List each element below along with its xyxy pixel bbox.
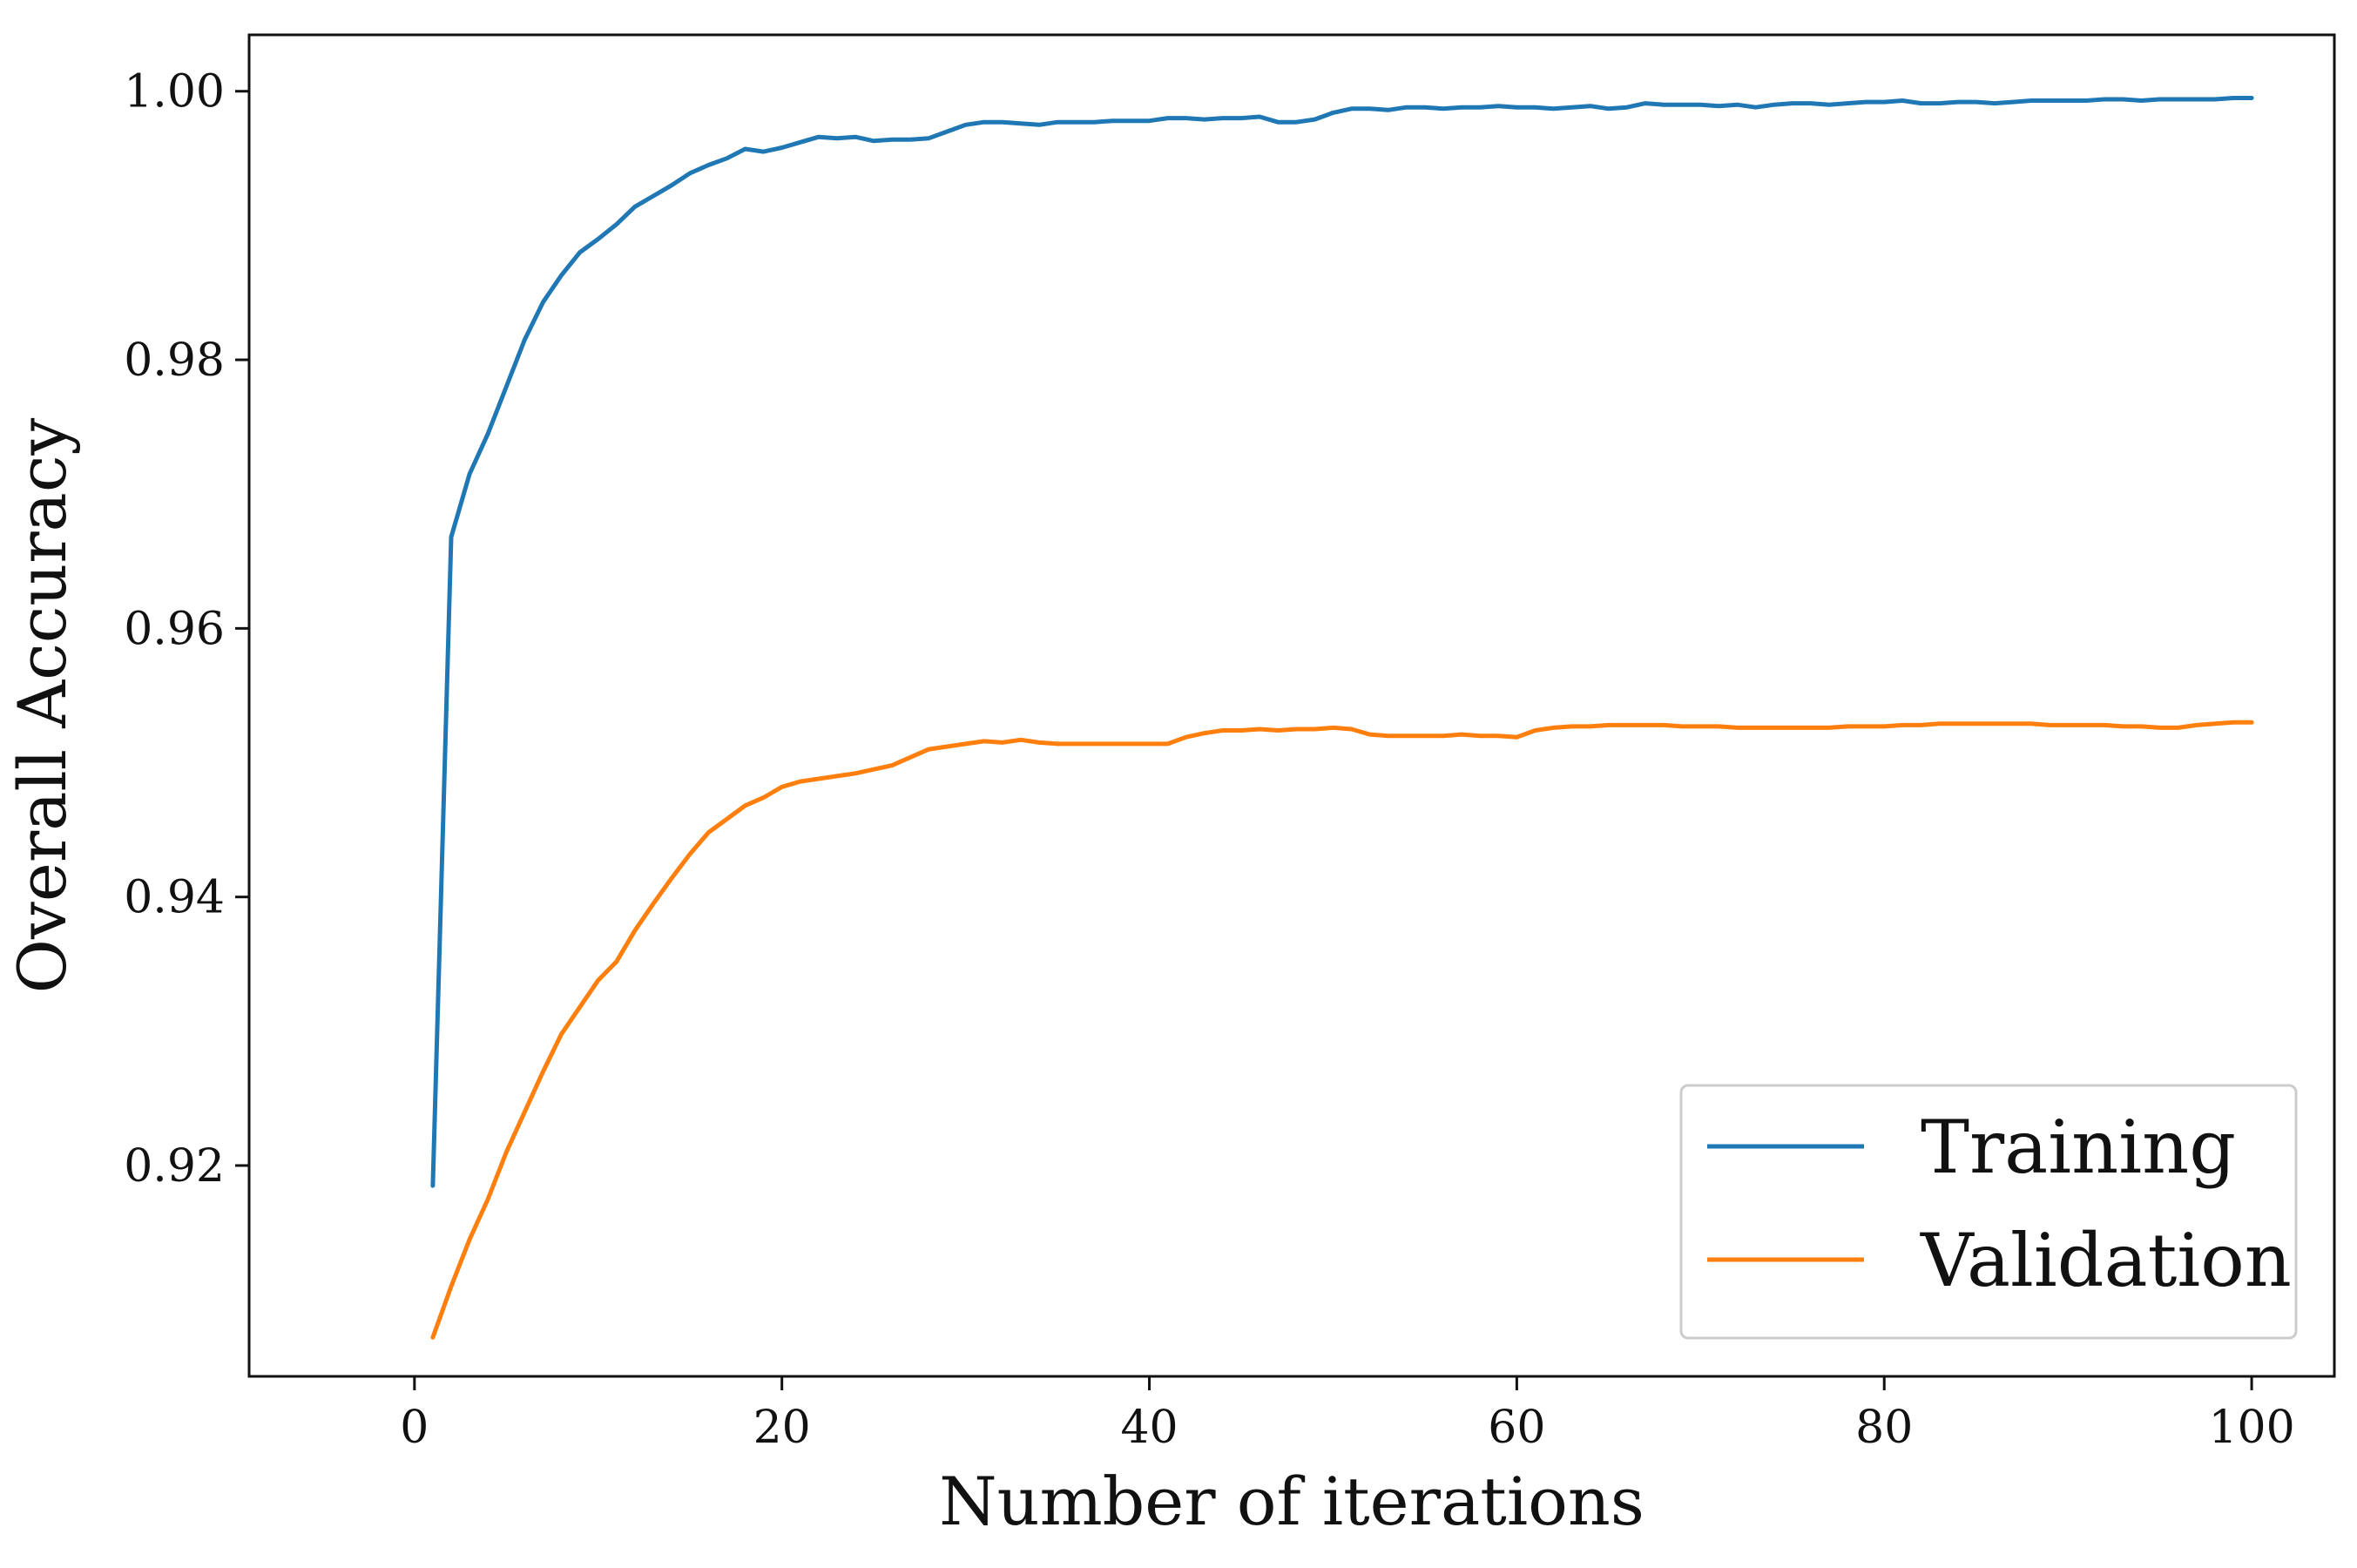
series-line-validation: [430, 720, 2254, 1340]
x-tick-label: 0: [400, 1402, 429, 1454]
x-tick-label: 40: [1120, 1402, 1178, 1454]
x-tick-label: 80: [1855, 1402, 1913, 1454]
x-axis-label: Number of iterations: [939, 1463, 1644, 1540]
x-axis-ticks: 0 20 40 60 80 100: [400, 1376, 2295, 1454]
x-tick-label: 20: [753, 1402, 811, 1454]
legend-label-training: Training: [1921, 1105, 2236, 1190]
x-tick-label: 60: [1488, 1402, 1545, 1454]
y-tick-label: 0.92: [124, 1140, 225, 1193]
y-tick-label: 0.98: [124, 335, 225, 387]
x-tick-label: 100: [2208, 1402, 2294, 1454]
legend-label-validation: Validation: [1920, 1218, 2292, 1303]
series-line-training: [430, 96, 2254, 1188]
y-tick-label: 1.00: [124, 66, 225, 118]
y-tick-label: 0.96: [124, 603, 225, 655]
y-axis-ticks: 0.92 0.94 0.96 0.98 1.00: [124, 66, 249, 1193]
series-layer: [430, 96, 2254, 1340]
legend: Training Validation: [1679, 1084, 2298, 1340]
y-tick-label: 0.94: [124, 872, 225, 924]
plot-frame: [247, 33, 2336, 1378]
y-axis-label: Overall Accuracy: [3, 418, 81, 994]
